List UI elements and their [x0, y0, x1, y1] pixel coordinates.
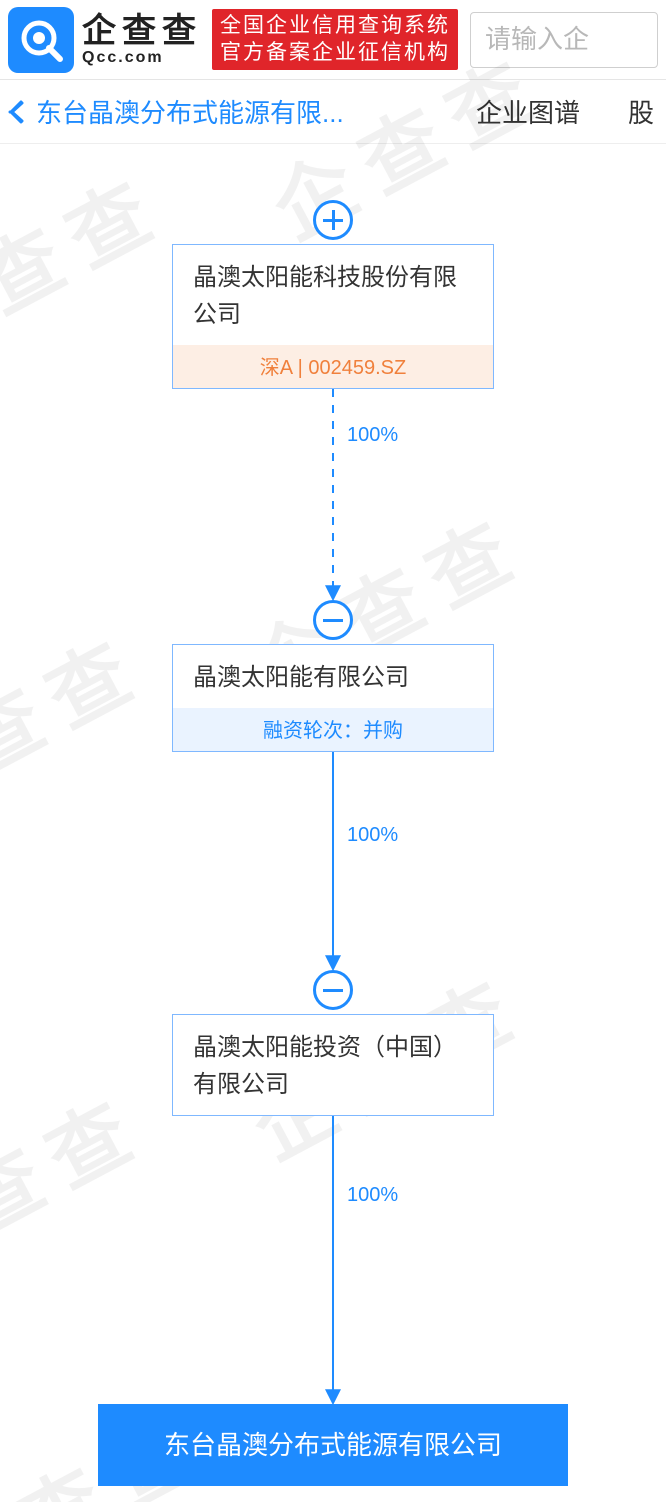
company-node[interactable]: 晶澳太阳能科技股份有限公司深A | 002459.SZ [172, 244, 494, 389]
tab-row: 东台晶澳分布式能源有限... 企业图谱 股 [0, 80, 666, 144]
ownership-diagram: 企查查 企查查 企查查 企查查 企查查 企查查 企查查 晶澳太阳能科技股份有限公… [0, 144, 666, 1502]
company-node-title: 晶澳太阳能投资（中国）有限公司 [173, 1015, 493, 1115]
company-node[interactable]: 晶澳太阳能有限公司融资轮次：并购 [172, 644, 494, 752]
ownership-percent-label: 100% [347, 824, 398, 847]
tab-shareholders[interactable]: 股 [628, 93, 654, 130]
app-header: 企查查 Qcc.com 全国企业信用查询系统 官方备案企业征信机构 [0, 0, 666, 80]
ownership-percent-label: 100% [347, 424, 398, 447]
search-box[interactable] [470, 12, 658, 68]
company-node-title: 东台晶澳分布式能源有限公司 [99, 1405, 567, 1485]
company-node-title: 晶澳太阳能科技股份有限公司 [173, 245, 493, 345]
company-node-title: 晶澳太阳能有限公司 [173, 645, 493, 708]
brand-text: 企查查 Qcc.com [82, 14, 202, 66]
back-link-label: 东台晶澳分布式能源有限... [36, 93, 344, 130]
collapse-node-icon[interactable] [313, 600, 353, 640]
search-input[interactable] [485, 24, 643, 55]
tab-company-graph[interactable]: 企业图谱 [476, 93, 580, 130]
expand-node-icon[interactable] [313, 200, 353, 240]
back-link[interactable]: 东台晶澳分布式能源有限... [6, 93, 344, 130]
back-arrow-icon [6, 99, 32, 125]
brand-badge-line1: 全国企业信用查询系统 [220, 13, 450, 39]
company-node[interactable]: 晶澳太阳能投资（中国）有限公司 [172, 1014, 494, 1116]
company-node-tag: 深A | 002459.SZ [173, 345, 493, 388]
company-node-tag: 融资轮次：并购 [173, 708, 493, 751]
brand-badge: 全国企业信用查询系统 官方备案企业征信机构 [212, 9, 458, 70]
brand-name-en: Qcc.com [82, 50, 202, 66]
brand-logo[interactable] [8, 7, 74, 73]
brand-name-cn: 企查查 [82, 14, 202, 48]
ownership-percent-label: 100% [347, 1184, 398, 1207]
company-node-terminal[interactable]: 东台晶澳分布式能源有限公司 [98, 1404, 568, 1486]
collapse-node-icon[interactable] [313, 970, 353, 1010]
brand-badge-line2: 官方备案企业征信机构 [220, 40, 450, 66]
